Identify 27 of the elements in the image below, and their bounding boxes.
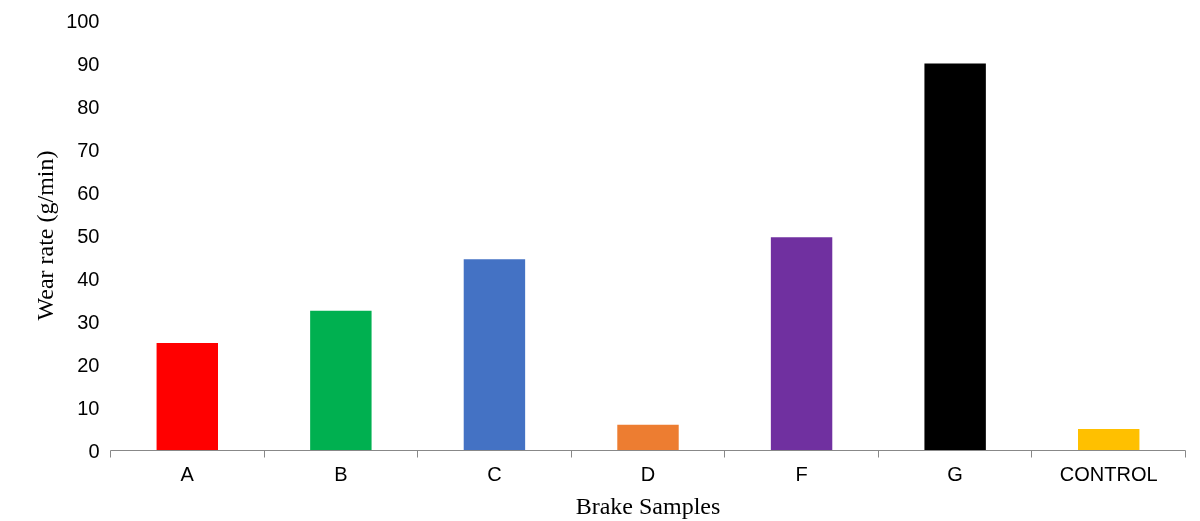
bar (924, 63, 986, 451)
y-tick-label: 50 (77, 224, 100, 247)
bar (617, 424, 679, 451)
x-tick-label: G (947, 462, 963, 485)
y-tick-label: 100 (66, 9, 100, 32)
y-tick-label: 90 (77, 52, 100, 75)
bar (770, 237, 833, 451)
x-tick-label: B (334, 462, 348, 485)
y-tick-label: 30 (77, 310, 100, 333)
x-tick-label: F (795, 462, 808, 485)
x-axis-title: Brake Samples (575, 492, 721, 519)
y-tick-label: 40 (77, 267, 100, 290)
y-tick-label: 10 (77, 396, 100, 419)
y-axis-title: Wear rate (g/min) (32, 150, 59, 321)
bar (1078, 429, 1140, 451)
bar (310, 310, 372, 451)
bar (463, 259, 526, 451)
x-tick-label: CONTROL (1059, 462, 1158, 485)
y-tick-label: 80 (77, 95, 100, 118)
y-tick-label: 20 (77, 353, 100, 376)
x-tick-label: D (640, 462, 656, 485)
y-tick-label: 60 (77, 181, 100, 204)
bar (156, 343, 218, 451)
y-tick-label: 70 (77, 138, 100, 161)
y-tick-label: 0 (88, 439, 100, 462)
x-tick-label: C (487, 462, 502, 485)
x-tick-label: A (180, 462, 195, 485)
